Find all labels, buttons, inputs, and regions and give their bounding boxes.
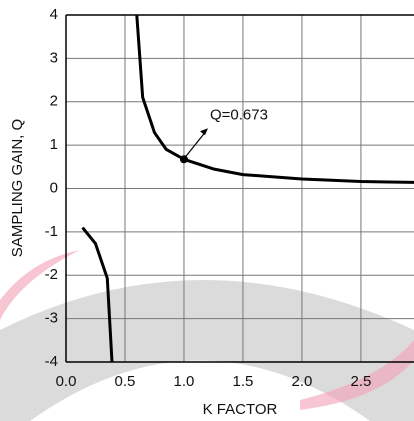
x-tick-label: 1.5 xyxy=(233,373,254,390)
y-tick-label: -3 xyxy=(45,310,58,327)
curve xyxy=(135,14,414,184)
watermark-swoosh xyxy=(300,340,414,410)
x-tick-label: 0.0 xyxy=(56,373,77,390)
x-tick-label: 2.0 xyxy=(292,373,313,390)
y-tick-label: -2 xyxy=(45,266,58,283)
y-tick-label: 3 xyxy=(50,49,58,66)
annotation-label: Q=0.673 xyxy=(210,106,268,123)
annotation-arrow xyxy=(185,130,207,157)
y-tick-label: -1 xyxy=(45,223,58,240)
curve xyxy=(81,226,114,363)
y-axis-label: SAMPLING GAIN, Q xyxy=(9,119,26,257)
x-axis-label: K FACTOR xyxy=(203,401,278,418)
x-tick-label: 0.5 xyxy=(115,373,136,390)
y-tick-label: 2 xyxy=(50,93,58,110)
watermark-arc xyxy=(0,280,414,421)
y-tick-label: 1 xyxy=(50,136,58,153)
x-tick-label: 2.5 xyxy=(350,373,371,390)
watermark-swoosh xyxy=(0,250,80,320)
y-tick-label: 4 xyxy=(50,6,58,23)
annotation-arrowhead xyxy=(199,128,208,136)
x-tick-label: 1.0 xyxy=(174,373,195,390)
y-tick-label: -4 xyxy=(45,353,58,370)
y-tick-label: 0 xyxy=(50,179,58,196)
annotated-point xyxy=(179,155,188,164)
